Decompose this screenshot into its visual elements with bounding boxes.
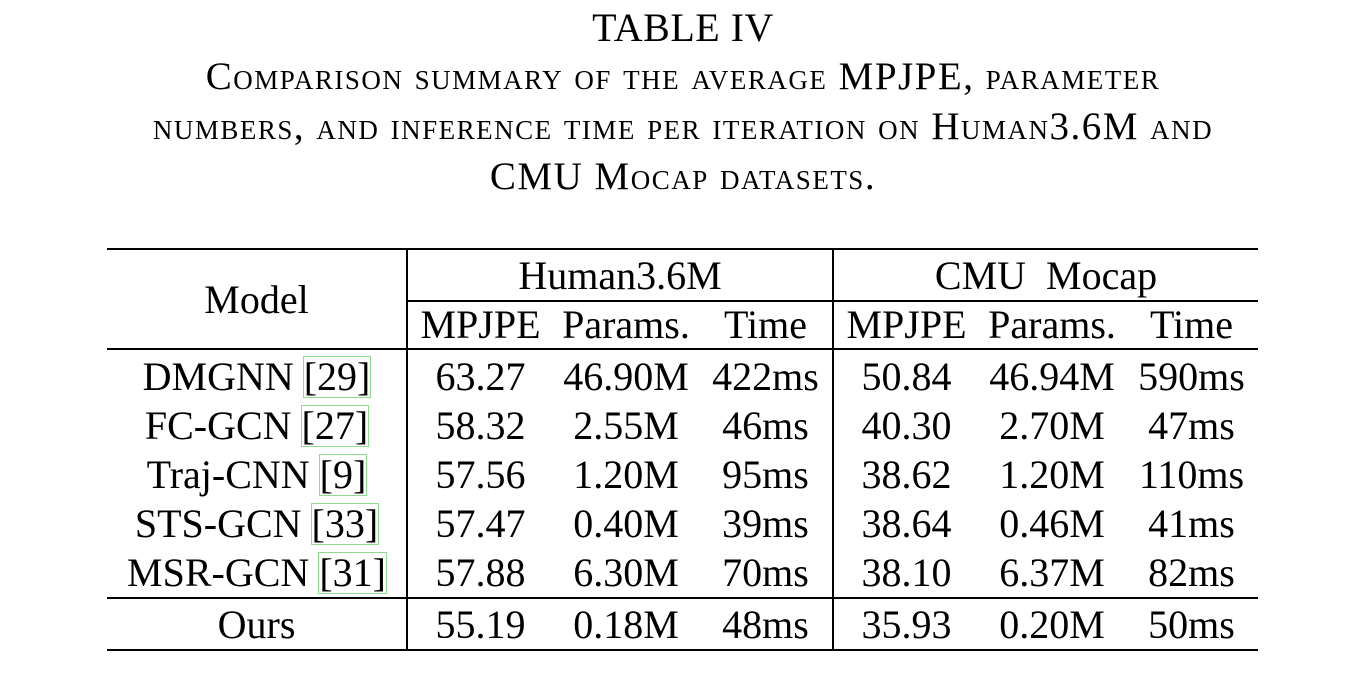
table-row: Ours 55.19 0.18M 48ms 35.93 0.20M 50ms bbox=[107, 597, 1259, 651]
h36m-time-cell: 422ms bbox=[699, 348, 834, 401]
citation-link[interactable]: [31] bbox=[318, 550, 387, 595]
caption-line: Comparison summary of the average MPJPE,… bbox=[205, 55, 1161, 98]
caption-text: Comparison summary of the average MPJPE,… bbox=[0, 52, 1366, 202]
model-name: FC-GCN bbox=[144, 403, 292, 448]
h36m-time-cell: 39ms bbox=[722, 501, 809, 546]
group-header-cmu-mocap: CMU Mocap bbox=[832, 248, 1259, 301]
cmu-time-cell: 110ms bbox=[1138, 452, 1245, 497]
cmu-params-cell: 1.20M bbox=[999, 452, 1105, 497]
cmu-params-cell: 2.70M bbox=[999, 403, 1105, 448]
h36m-params-cell: 2.55M bbox=[573, 403, 679, 448]
results-table: Model Human3.6M CMU Mocap MPJPE Params. … bbox=[107, 248, 1259, 651]
cmu-time-cell: 50ms bbox=[1125, 597, 1259, 651]
h36m-mpjpe-cell: 58.32 bbox=[406, 401, 553, 450]
model-name: Traj-CNN bbox=[146, 452, 310, 497]
h36m-time-cell: 46ms bbox=[722, 403, 809, 448]
group-header-row: Model Human3.6M CMU Mocap bbox=[107, 248, 1259, 349]
model-cell: STS-GCN [33] bbox=[107, 499, 407, 548]
model-cell: DMGNN [29] bbox=[107, 348, 407, 401]
subheader-time: Time bbox=[699, 300, 834, 349]
cmu-params-cell: 0.20M bbox=[979, 597, 1126, 651]
cmu-mpjpe-cell: 38.62 bbox=[832, 450, 980, 499]
subheader-params: Params. bbox=[979, 300, 1126, 349]
cmu-time-cell: 590ms bbox=[1125, 348, 1259, 401]
model-header: Model bbox=[107, 248, 407, 349]
cmu-mpjpe-cell: 35.93 bbox=[832, 597, 980, 651]
table-row: STS-GCN [33] 57.47 0.40M 39ms 38.64 0.46M 41ms bbox=[107, 499, 1258, 548]
h36m-params-cell: 0.40M bbox=[573, 501, 679, 546]
h36m-mpjpe-cell: 63.27 bbox=[406, 348, 553, 401]
caption-line: CMU Mocap datasets. bbox=[489, 155, 877, 198]
citation-link[interactable]: [29] bbox=[302, 354, 372, 399]
group-header-human36m: Human3.6M bbox=[405, 248, 834, 301]
cmu-params-cell: 6.37M bbox=[999, 550, 1105, 595]
model-cell: Ours bbox=[107, 597, 407, 651]
h36m-params-cell: 6.30M bbox=[573, 550, 679, 595]
table-row: FC-GCN [27] 58.32 2.55M 46ms 40.30 2.70M 47ms bbox=[107, 401, 1258, 450]
cmu-time-cell: 82ms bbox=[1148, 550, 1235, 595]
cmu-mpjpe-cell: 38.64 bbox=[832, 499, 980, 548]
subheader-params: Params. bbox=[553, 300, 699, 349]
h36m-mpjpe-cell: 57.47 bbox=[406, 499, 553, 548]
h36m-params-cell: 0.18M bbox=[553, 597, 699, 651]
model-name: MSR-GCN bbox=[127, 550, 310, 595]
table-row: DMGNN [29] 63.27 46.90M 422ms 50.84 46.94M 590… bbox=[107, 348, 1259, 401]
model-cell: FC-GCN [27] bbox=[107, 401, 407, 450]
subheader-time: Time bbox=[1125, 300, 1259, 349]
cmu-time-cell: 41ms bbox=[1148, 501, 1235, 546]
table-caption: TABLE IV Comparison summary of the avera… bbox=[0, 4, 1366, 202]
cmu-time-cell: 47ms bbox=[1148, 403, 1235, 448]
cmu-mpjpe-cell: 38.10 bbox=[832, 548, 980, 598]
table-row: MSR-GCN [31] 57.88 6.30M 70ms 38.10 6.37M 82ms bbox=[107, 548, 1258, 598]
table-label: TABLE IV bbox=[592, 5, 774, 50]
h36m-time-cell: 48ms bbox=[699, 597, 834, 651]
table-row: Traj-CNN [9] 57.56 1.20M 95ms 38.62 1.20M 110m… bbox=[107, 450, 1258, 499]
cmu-params-cell: 0.46M bbox=[999, 501, 1105, 546]
citation-link[interactable]: [33] bbox=[310, 501, 380, 546]
caption-line: numbers, and inference time per iteratio… bbox=[152, 105, 1214, 148]
model-name: STS-GCN bbox=[134, 501, 302, 546]
cmu-params-cell: 46.94M bbox=[979, 348, 1126, 401]
model-cell: MSR-GCN [31] bbox=[107, 548, 407, 598]
subheader-mpjpe: MPJPE bbox=[406, 300, 553, 349]
subheader-row: MPJPE Params. Time MPJPE Params. Time bbox=[107, 300, 1259, 349]
table-body: DMGNN [29] 63.27 46.90M 422ms 50.84 46.94M 590… bbox=[107, 348, 1259, 651]
h36m-params-cell: 1.20M bbox=[573, 452, 679, 497]
model-cell: Traj-CNN [9] bbox=[107, 450, 407, 499]
h36m-mpjpe-cell: 57.56 bbox=[406, 450, 553, 499]
citation-link[interactable]: [9] bbox=[318, 452, 368, 497]
cmu-mpjpe-cell: 40.30 bbox=[832, 401, 980, 450]
model-name: DMGNN bbox=[142, 354, 294, 399]
h36m-mpjpe-cell: 57.88 bbox=[406, 548, 553, 598]
h36m-time-cell: 95ms bbox=[722, 452, 809, 497]
cmu-mpjpe-cell: 50.84 bbox=[832, 348, 980, 401]
citation-link[interactable]: [27] bbox=[300, 403, 370, 448]
h36m-params-cell: 46.90M bbox=[553, 348, 699, 401]
subheader-mpjpe: MPJPE bbox=[832, 300, 980, 349]
h36m-mpjpe-cell: 55.19 bbox=[406, 597, 553, 651]
model-name: Ours bbox=[217, 601, 296, 647]
h36m-time-cell: 70ms bbox=[722, 550, 809, 595]
